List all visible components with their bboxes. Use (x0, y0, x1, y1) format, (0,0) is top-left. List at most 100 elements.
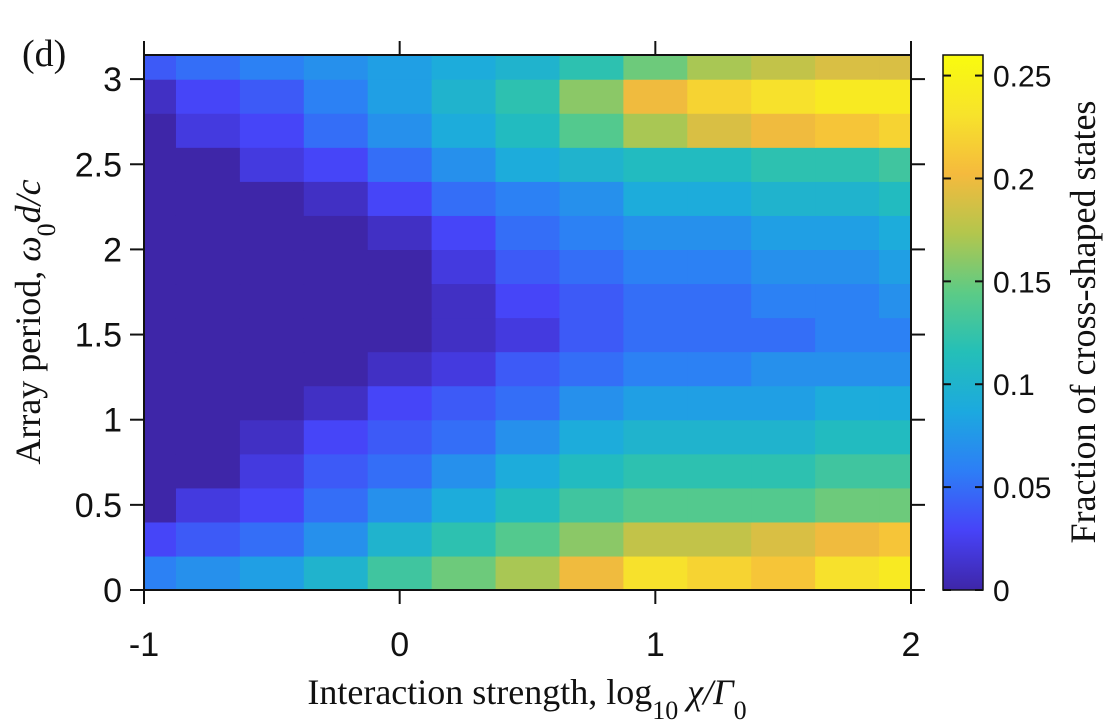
heatmap-cell (367, 487, 433, 523)
heatmap-cell (175, 181, 241, 216)
colorbar-tick-label: 0.1 (993, 369, 1035, 402)
heatmap-cell (751, 79, 816, 114)
heatmap-cell (144, 521, 177, 557)
heatmap-cell (687, 147, 752, 182)
heatmap-cell (175, 215, 241, 251)
heatmap-cell (815, 283, 880, 319)
heatmap-cell (303, 555, 369, 591)
heatmap-cell (367, 79, 433, 114)
heatmap-cell (879, 283, 912, 319)
heatmap-cell (559, 317, 624, 353)
heatmap-cell (815, 521, 880, 557)
heatmap-cell (495, 79, 561, 114)
heatmap-cell (815, 113, 880, 148)
heatmap-cell (303, 55, 369, 80)
heatmap-cell (495, 249, 561, 285)
heatmap-cell (303, 419, 369, 455)
heatmap-cell (144, 113, 177, 148)
heatmap-cell (751, 521, 816, 557)
heatmap-cell (239, 55, 305, 80)
heatmap-cell (175, 385, 241, 421)
heatmap-cell (751, 317, 816, 353)
heatmap-cell (367, 181, 433, 216)
y-tick-label: 3 (103, 61, 122, 99)
heatmap-cell (687, 317, 752, 353)
y-tick-label: 0.5 (75, 487, 122, 525)
heatmap-cell (879, 555, 912, 591)
colorbar-label: Fraction of cross-shaped states (1063, 101, 1103, 544)
x-axis-label: Interaction strength, log10 χ/Γ0 (307, 672, 746, 720)
heatmap-cell (879, 351, 912, 387)
heatmap-cell (239, 249, 305, 285)
heatmap-cell (687, 215, 752, 251)
heatmap-cell (559, 113, 624, 148)
heatmap-cell (815, 249, 880, 285)
heatmap-cell (431, 181, 497, 216)
heatmap-cell (303, 351, 369, 387)
heatmap-cell (879, 487, 912, 523)
heatmap-cell (559, 147, 624, 182)
heatmap-cell (431, 521, 497, 557)
heatmap-cell (687, 453, 752, 489)
heatmap-cell (144, 79, 177, 114)
heatmap-cell (815, 351, 880, 387)
heatmap-cell (751, 385, 816, 421)
heatmap-cell (175, 419, 241, 455)
heatmap-cell (879, 249, 912, 285)
heatmap-cell (751, 249, 816, 285)
heatmap-cell (239, 215, 305, 251)
heatmap-cell (879, 55, 912, 80)
heatmap-cell (431, 249, 497, 285)
heatmap-cell (175, 521, 241, 557)
heatmap-cell (687, 55, 752, 80)
heatmap-cell (367, 317, 433, 353)
heatmap-cell (751, 55, 816, 80)
colorbar-ticks (943, 74, 983, 591)
heatmap-cell (144, 283, 177, 319)
colorbar-tick-labels: 0 0.05 0.1 0.15 0.2 0.25 (993, 61, 1051, 608)
heatmap-cell (431, 283, 497, 319)
colorbar-tick-label: 0 (993, 575, 1010, 608)
heatmap-cell (751, 351, 816, 387)
heatmap-cell (144, 147, 177, 182)
heatmap-cell (751, 453, 816, 489)
heatmap-cell (751, 555, 816, 591)
heatmap-cell (559, 55, 624, 80)
heatmap-cell (175, 283, 241, 319)
heatmap-cell (303, 79, 369, 114)
heatmap-cell (144, 453, 177, 489)
heatmap-cell (431, 419, 497, 455)
heatmap-cell (495, 385, 561, 421)
heatmap-cell (879, 521, 912, 557)
heatmap-cell (495, 453, 561, 489)
heatmap-cell (175, 249, 241, 285)
colorbar-tick-label: 0.05 (993, 472, 1051, 505)
heatmap-cell (239, 147, 305, 182)
heatmap-cell (431, 487, 497, 523)
heatmap-cell (144, 215, 177, 251)
heatmap-cell (239, 419, 305, 455)
heatmap-cell (687, 385, 752, 421)
heatmap-cell (367, 385, 433, 421)
heatmap-cell (623, 385, 688, 421)
y-tick-label: 1.5 (75, 317, 122, 355)
heatmap-cell (623, 181, 688, 216)
heatmap-cell (623, 79, 688, 114)
heatmap-cell (879, 113, 912, 148)
heatmap-cell (495, 487, 561, 523)
heatmap-cell (623, 317, 688, 353)
heatmap-cell (495, 147, 561, 182)
heatmap-cell (495, 419, 561, 455)
heatmap-cell (687, 487, 752, 523)
heatmap-cells (144, 55, 912, 591)
heatmap-cell (239, 385, 305, 421)
heatmap-cell (239, 555, 305, 591)
y-tick-labels: 0 0.5 1 1.5 2 2.5 3 (75, 61, 122, 610)
heatmap-cell (879, 453, 912, 489)
heatmap-cell (559, 79, 624, 114)
x-tick-label: 2 (902, 626, 921, 664)
plot-frame (143, 54, 912, 591)
y-tick-label: 2 (103, 231, 122, 269)
heatmap-cell (303, 113, 369, 148)
